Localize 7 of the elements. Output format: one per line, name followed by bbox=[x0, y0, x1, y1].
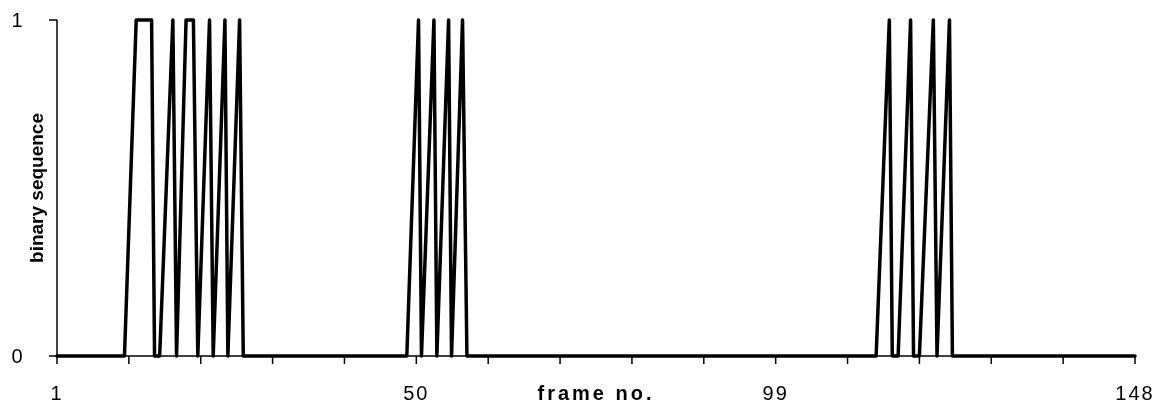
x-tick-label: 1 bbox=[50, 382, 64, 404]
x-axis-title: frame no. bbox=[537, 382, 655, 404]
x-tick-label: 50 bbox=[403, 382, 430, 404]
y-axis-title: binary sequence bbox=[26, 113, 47, 263]
x-tick-label: 148 bbox=[1115, 382, 1155, 404]
x-tick-label: 99 bbox=[762, 382, 789, 404]
y-tick-label: 0 bbox=[11, 345, 23, 367]
